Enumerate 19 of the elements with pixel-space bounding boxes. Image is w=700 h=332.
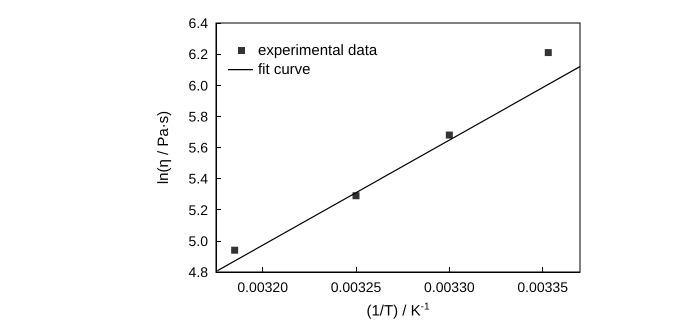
x-tick-label: 0.00330 [424,279,475,295]
y-tick-label: 6.0 [188,77,208,94]
x-tick-label: 0.00335 [517,279,568,295]
x-tick-label: 0.00320 [237,279,288,295]
y-axis-title: ln(η / Pa·s) [155,110,172,184]
x-tick-label: 0.00325 [330,279,382,295]
legend-label: experimental data [258,42,378,59]
y-tick-label: 5.4 [188,170,208,187]
y-tick-label: 5.0 [188,232,208,249]
y-tick-label: 4.8 [188,264,208,280]
y-tick-label: 5.2 [188,202,208,218]
point [544,49,552,56]
point [446,132,453,139]
point [231,246,238,254]
y-tick-label: 5.8 [188,108,208,124]
y-tick-label: 6.2 [188,46,208,62]
legend-label: fit curve [258,61,311,78]
y-tick-label: 6.4 [188,15,208,31]
y-tick-label: 5.6 [188,140,208,156]
